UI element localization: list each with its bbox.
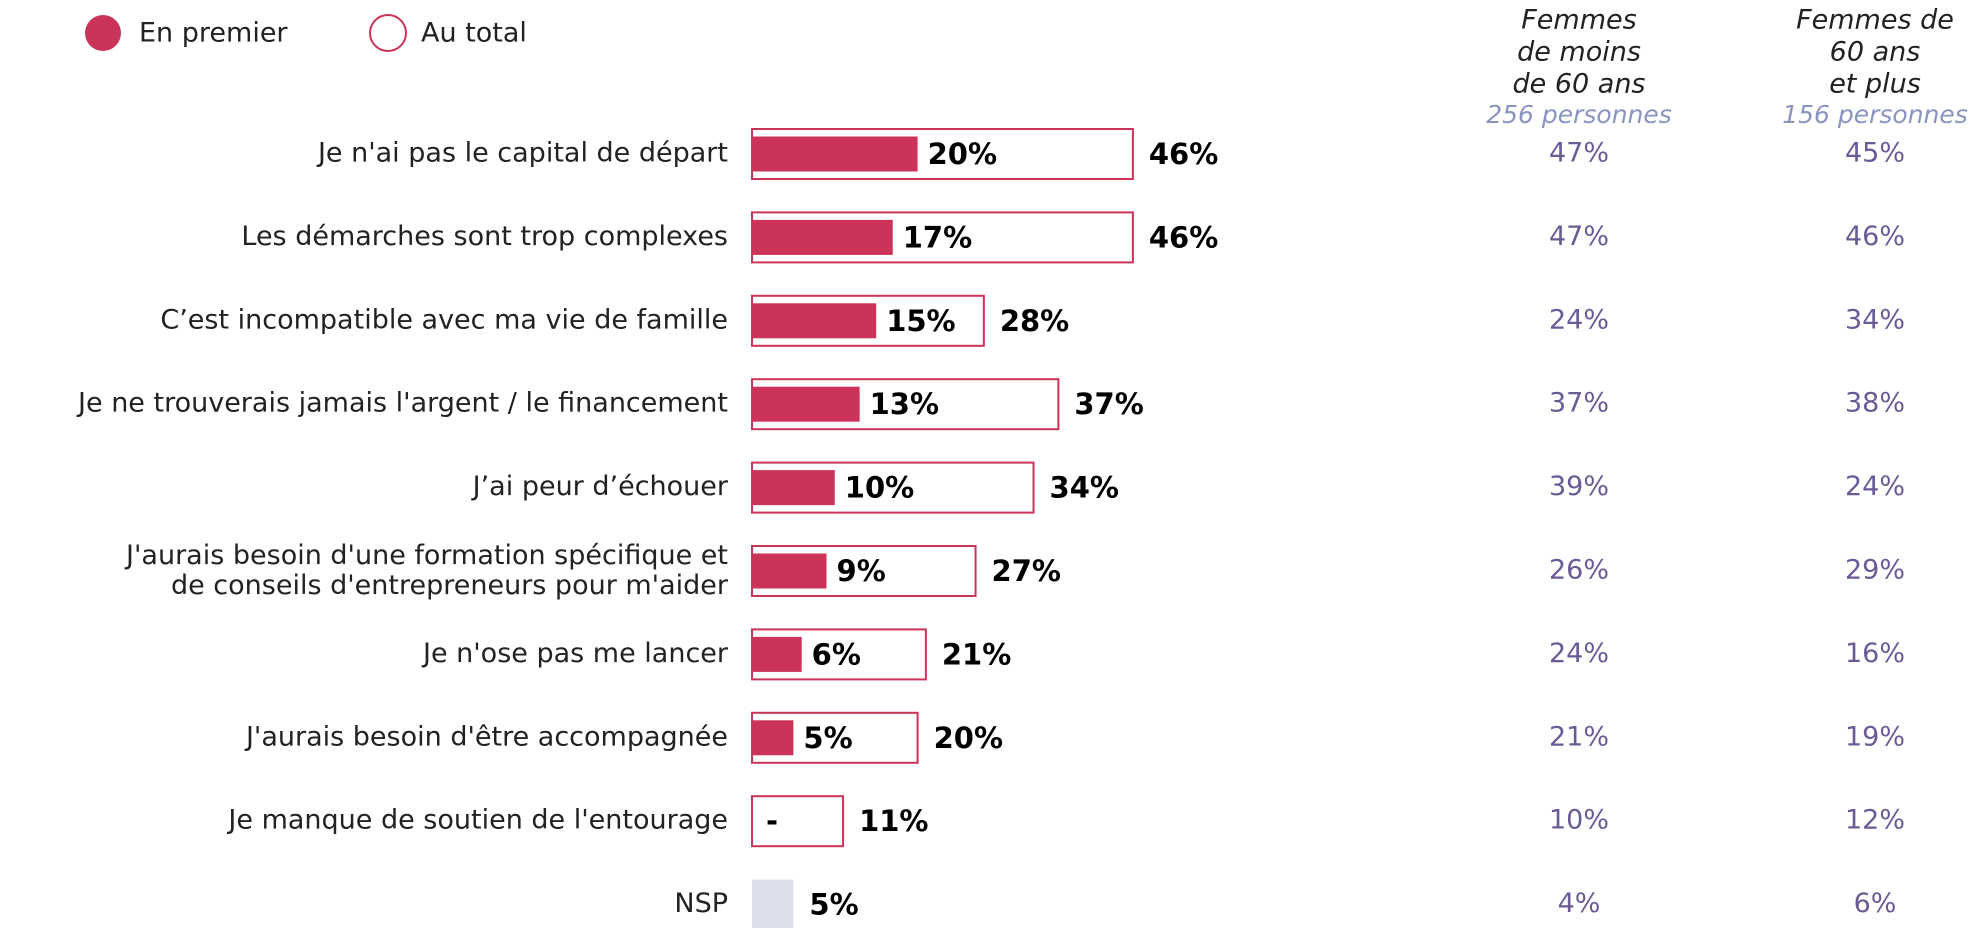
- value-label-first: 17%: [903, 220, 972, 254]
- value-label-total: 11%: [859, 804, 928, 838]
- category-label: Je n'ose pas me lancer: [421, 638, 729, 669]
- value-label-total: 5%: [809, 888, 858, 922]
- value-label-first: 6%: [812, 637, 861, 671]
- category-label: NSP: [674, 888, 728, 919]
- value-label-total: 20%: [934, 721, 1003, 755]
- column-value: 16%: [1845, 638, 1905, 669]
- legend-label: En premier: [139, 18, 288, 49]
- column-value: 6%: [1854, 888, 1897, 919]
- column-title: et plus: [1829, 69, 1921, 100]
- column-value: 26%: [1549, 555, 1609, 586]
- bar-first: [752, 470, 835, 506]
- legend-swatch: [369, 14, 407, 52]
- category-label: Je ne trouverais jamais l'argent / le fi…: [76, 388, 728, 419]
- column-title: Femmes: [1521, 5, 1636, 36]
- column-value: 24%: [1845, 471, 1905, 502]
- column-value: 47%: [1549, 138, 1609, 169]
- category-label: Les démarches sont trop complexes: [241, 221, 728, 252]
- column-value: 24%: [1549, 638, 1609, 669]
- value-label-first: 10%: [845, 471, 914, 505]
- column-value: 37%: [1549, 388, 1609, 419]
- column-value: 29%: [1845, 555, 1905, 586]
- category-label: J'aurais besoin d'être accompagnée: [244, 721, 728, 752]
- column-title: Femmes de: [1796, 5, 1954, 36]
- value-label-first: 15%: [886, 304, 955, 338]
- category-label: J’ai peur d’échouer: [471, 471, 729, 502]
- value-label-total: 46%: [1149, 137, 1218, 171]
- bar-first: [752, 386, 860, 422]
- bar-first: [752, 219, 893, 255]
- category-label: C’est incompatible avec ma vie de famill…: [160, 304, 728, 335]
- column-value: 21%: [1549, 721, 1609, 752]
- bar-total: [752, 879, 794, 928]
- value-label-total: 21%: [942, 637, 1011, 671]
- column-value: 10%: [1549, 805, 1609, 836]
- column-value: 39%: [1549, 471, 1609, 502]
- column-title: de 60 ans: [1513, 69, 1646, 100]
- value-label-total: 46%: [1149, 220, 1218, 254]
- value-label-total: 37%: [1074, 387, 1143, 421]
- column-title: 60 ans: [1830, 37, 1921, 68]
- bar-first: [752, 553, 827, 589]
- column-value: 24%: [1549, 304, 1609, 335]
- value-label-total: 27%: [992, 554, 1061, 588]
- bar-first: [752, 136, 918, 172]
- column-subtitle: 256 personnes: [1486, 100, 1672, 129]
- column-value: 12%: [1845, 805, 1905, 836]
- value-label-first: -: [766, 804, 778, 838]
- column-value: 4%: [1558, 888, 1601, 919]
- category-label: Je n'ai pas le capital de départ: [316, 138, 728, 169]
- value-label-total: 34%: [1050, 471, 1119, 505]
- value-label-total: 28%: [1000, 304, 1069, 338]
- value-label-first: 5%: [803, 721, 852, 755]
- legend-label: Au total: [421, 18, 527, 49]
- bar-total: [751, 795, 845, 848]
- column-value: 46%: [1845, 221, 1905, 252]
- column-value: 34%: [1845, 304, 1905, 335]
- column-subtitle: 156 personnes: [1782, 100, 1968, 129]
- column-value: 38%: [1845, 388, 1905, 419]
- column-title: de moins: [1517, 37, 1641, 68]
- category-label: J'aurais besoin d'une formation spécifiq…: [124, 540, 729, 601]
- bar-first: [752, 303, 877, 339]
- value-label-first: 9%: [837, 554, 886, 588]
- column-value: 47%: [1549, 221, 1609, 252]
- column-value: 45%: [1845, 138, 1905, 169]
- column-value: 19%: [1845, 721, 1905, 752]
- value-label-first: 20%: [928, 137, 997, 171]
- legend-swatch: [85, 15, 121, 51]
- bar-first: [752, 720, 794, 756]
- category-label: Je manque de soutien de l'entourage: [226, 805, 728, 836]
- value-label-first: 13%: [870, 387, 939, 421]
- bar-first: [752, 636, 802, 672]
